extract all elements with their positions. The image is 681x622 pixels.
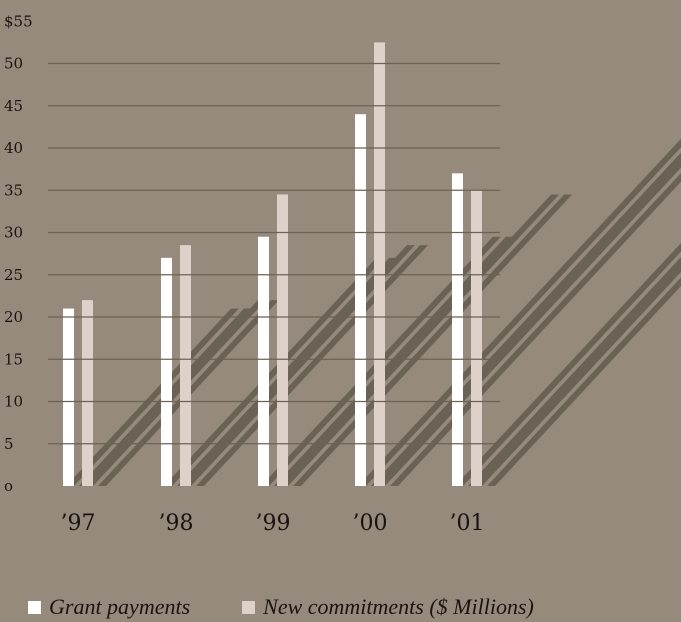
- bar-shadow: [474, 263, 681, 486]
- x-tick-label: ’00: [353, 511, 388, 536]
- bar-grant-payments: [355, 114, 366, 486]
- legend-item-grant: Grant payments: [28, 594, 190, 620]
- bar-new-commitments: [374, 42, 385, 486]
- bar-grant-payments: [452, 173, 463, 486]
- y-tick-label: 10: [4, 393, 23, 411]
- legend-item-commit: New commitments ($ Millions): [242, 594, 534, 620]
- bar-shadow: [487, 277, 681, 486]
- bar-shadow: [164, 257, 385, 486]
- bar-grant-payments: [63, 308, 74, 486]
- legend-swatch-commit: [242, 600, 256, 614]
- y-tick-label: 15: [4, 350, 23, 368]
- bar-shadow: [85, 300, 266, 486]
- y-tick-label: 30: [4, 224, 23, 242]
- bar-shadow: [468, 256, 681, 486]
- bar-grant-payments: [258, 236, 269, 486]
- bar-new-commitments: [277, 194, 288, 486]
- y-tick-label: o: [4, 477, 13, 495]
- legend-label-commit: New commitments ($ Millions): [263, 594, 534, 619]
- bar-shadow: [358, 138, 681, 486]
- bar-shadow: [66, 308, 240, 486]
- x-axis: ’97 ’98 ’99 ’00 ’01: [61, 511, 485, 536]
- bar-shadows: [66, 138, 681, 486]
- bar-new-commitments: [180, 245, 191, 486]
- bar-shadow: [371, 152, 681, 486]
- y-tick-label: 20: [4, 308, 23, 326]
- bar-shadow: [280, 194, 560, 486]
- y-tick-label: 50: [4, 55, 23, 73]
- y-tick-label: 25: [4, 266, 23, 284]
- x-tick-label: ’97: [61, 511, 96, 536]
- legend: Grant payments New commitments ($ Millio…: [28, 594, 534, 620]
- grid-lines: [48, 62, 500, 445]
- bar-grant-payments: [161, 257, 172, 486]
- y-tick-label: 35: [4, 181, 23, 199]
- y-tick-label: 5: [4, 435, 14, 453]
- bar-new-commitments: [82, 300, 93, 486]
- bar-shadow: [455, 242, 681, 486]
- bars: [63, 42, 482, 486]
- bar-new-commitments: [471, 190, 482, 486]
- x-tick-label: ’98: [159, 511, 194, 536]
- x-tick-label: ’01: [450, 511, 485, 536]
- y-tick-label: 40: [4, 139, 23, 157]
- legend-swatch-grant: [28, 600, 41, 614]
- x-tick-label: ’99: [256, 511, 291, 536]
- bar-shadow: [196, 245, 428, 486]
- legend-label-grant: Grant payments: [49, 594, 191, 619]
- bar-chart: o 5 10 15 20 25 30 35 40 45 50 $55 ’97 ’98 ’99 ’00 ’01: [4, 12, 681, 536]
- y-tick-label: 45: [4, 97, 23, 115]
- y-axis: o 5 10 15 20 25 30 35 40 45 50 $55: [4, 12, 33, 495]
- y-tick-label: $55: [4, 12, 33, 30]
